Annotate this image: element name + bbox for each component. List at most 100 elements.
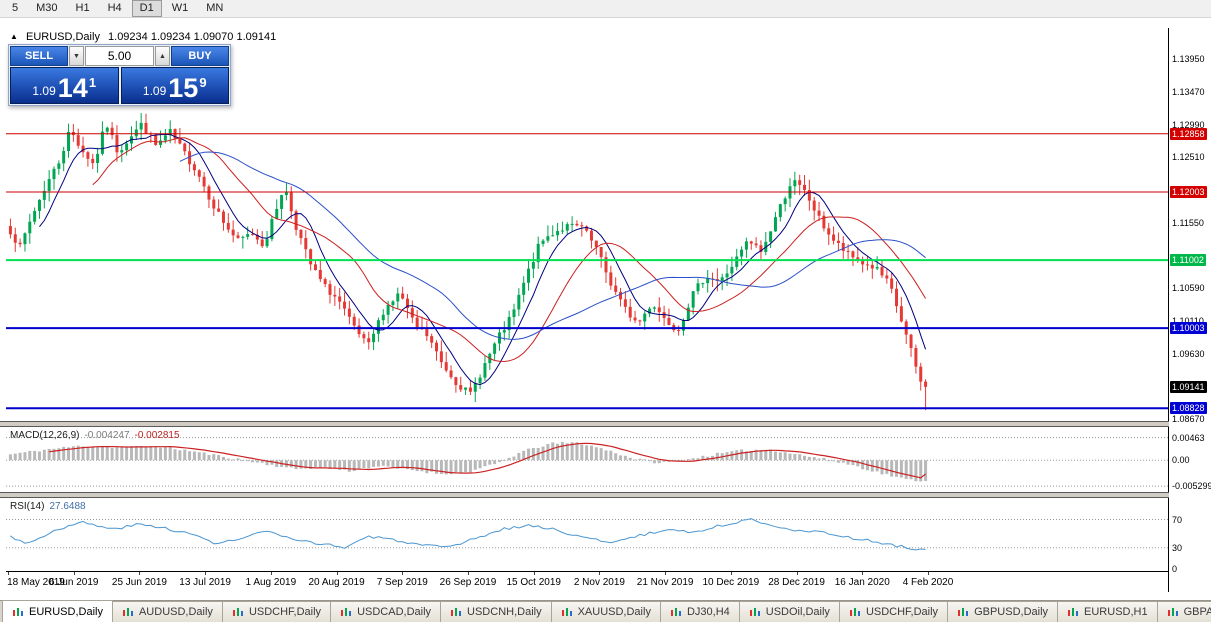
ask-point: 9 <box>199 75 207 90</box>
panel-splitter[interactable] <box>0 421 1211 427</box>
date-tick <box>796 572 798 575</box>
chart-tab-icon <box>1167 608 1178 616</box>
tab-label: USDCNH,Daily <box>467 606 542 618</box>
rsi-panel[interactable] <box>6 498 1168 571</box>
price-axis-label: 1.13950 <box>1172 54 1205 65</box>
date-tick <box>468 572 469 575</box>
date-tick <box>730 572 732 575</box>
date-label: 26 Sep 2019 <box>439 577 497 588</box>
price-badge: 1.12858 <box>1170 127 1207 140</box>
date-tick <box>928 572 929 575</box>
tab-eurusd-daily[interactable]: EURUSD,Daily <box>2 600 113 622</box>
date-label: 15 Oct 2019 <box>506 577 561 588</box>
tab-usdcnh-daily[interactable]: USDCNH,Daily <box>440 601 552 622</box>
date-axis[interactable]: 18 May 2019 6 Jun 2019 25 Jun 2019 13 Jul 2… <box>6 572 1168 592</box>
date-tick <box>270 572 272 575</box>
ask-price-display[interactable]: 1.09 15 9 <box>120 67 229 104</box>
price-axis-label: 1.08670 <box>1172 413 1205 424</box>
macd-signal-value: -0.002815 <box>134 430 180 441</box>
ma-line-36 <box>179 151 926 340</box>
date-tick <box>8 572 9 575</box>
date-label: 6 Jun 2019 <box>48 577 99 588</box>
tab-gbpusd-daily[interactable]: GBPUSD,Daily <box>947 601 1059 622</box>
tab-usdcad-daily[interactable]: USDCAD,Daily <box>330 601 442 622</box>
chart-tab-icon <box>958 608 969 616</box>
chart-tab-icon <box>341 608 352 616</box>
chart-tab-icon <box>1068 608 1079 616</box>
price-badge: 1.11002 <box>1170 254 1206 267</box>
tab-dj30-h4[interactable]: DJ30,H4 <box>659 601 740 622</box>
timeframe-button-mn[interactable]: MN <box>206 2 224 14</box>
tab-eurusd-h1[interactable]: EURUSD,H1 <box>1057 601 1158 622</box>
timeframe-button-h1[interactable]: H1 <box>75 2 90 14</box>
date-label: 4 Feb 2020 <box>902 577 954 588</box>
tab-label: XAUUSD,Daily <box>577 606 651 618</box>
price-axis[interactable]: 1.13950 1.13470 1.12990 1.12510 1.11550 1.105… <box>1169 28 1211 592</box>
tab-usdchf-daily[interactable]: USDCHF,Daily <box>221 601 332 622</box>
tab-label: USDCAD,Daily <box>357 606 432 618</box>
chart-tab-bar: EURUSD,Daily AUDUSD,Daily USDCHF,Daily USDC… <box>0 600 1211 622</box>
tab-label: DJ30,H4 <box>686 606 730 618</box>
macd-canvas[interactable] <box>6 427 1168 492</box>
chart-tab-icon <box>13 607 23 616</box>
price-axis-label: 1.12510 <box>1172 152 1205 163</box>
price-axis-label: 1.10590 <box>1172 283 1205 294</box>
macd-axis-label: -0.005299 <box>1172 481 1211 492</box>
bid-prefix: 1.09 <box>32 84 56 98</box>
rsi-axis-label: 30 <box>1172 542 1183 553</box>
macd-main-value: -0.004247 <box>84 430 130 441</box>
price-axis-label: 1.09630 <box>1172 348 1205 359</box>
date-label: 25 Jun 2019 <box>111 577 167 588</box>
price-axis-label: 1.10110 <box>1172 315 1204 326</box>
chart-tab-icon <box>849 608 860 616</box>
price-badge: 1.10003 <box>1170 322 1207 335</box>
tab-gbpaud-h1[interactable]: GBPAUD,H1 <box>1156 601 1211 622</box>
buy-button[interactable]: BUY <box>171 46 229 66</box>
date-label: 2 Nov 2019 <box>573 577 625 588</box>
macd-name: MACD(12,26,9) <box>10 430 80 441</box>
panel-splitter[interactable] <box>0 492 1211 498</box>
price-badge: 1.09141 <box>1170 380 1207 393</box>
date-label: 16 Jan 2020 <box>834 577 890 588</box>
sell-button[interactable]: SELL <box>10 46 68 66</box>
price-axis-label: 1.12990 <box>1172 119 1205 130</box>
tab-usdoil-daily[interactable]: USDOil,Daily <box>738 601 840 622</box>
bid-price-display[interactable]: 1.09 14 1 <box>10 67 119 104</box>
volume-decrease-button[interactable]: ▼ <box>69 46 84 66</box>
tab-audusd-daily[interactable]: AUDUSD,Daily <box>111 601 223 622</box>
timeframe-button-h4[interactable]: H4 <box>107 2 122 14</box>
date-label: 1 Aug 2019 <box>245 577 297 588</box>
tab-xauusd-daily[interactable]: XAUUSD,Daily <box>550 601 661 622</box>
date-label: 7 Sep 2019 <box>376 577 428 588</box>
ask-pips: 15 <box>168 73 199 103</box>
date-tick <box>665 572 667 575</box>
chart-bottom-border <box>6 571 1211 572</box>
macd-axis-label: 0.00463 <box>1172 432 1205 443</box>
chart-tab-icon <box>451 608 462 616</box>
volume-input[interactable] <box>85 46 154 66</box>
timeframe-button-5[interactable]: 5 <box>12 2 19 14</box>
timeframe-toolbar: 5 M30 H1 H4 D1 W1 MN <box>0 0 1211 18</box>
volume-increase-button[interactable]: ▲ <box>155 46 170 66</box>
date-label: 13 Jul 2019 <box>179 577 231 588</box>
timeframe-button-w1[interactable]: W1 <box>171 2 189 14</box>
tab-label: GBPAUD,H1 <box>1183 606 1211 618</box>
date-tick <box>862 572 864 575</box>
rsi-canvas[interactable] <box>6 498 1168 571</box>
chart-title: ▲ EURUSD,Daily 1.09234 1.09234 1.09070 1… <box>10 31 276 43</box>
macd-axis-label: 0.00 <box>1172 455 1190 466</box>
macd-indicator-label: MACD(12,26,9) -0.004247 -0.002815 <box>10 430 180 441</box>
date-tick <box>336 572 338 575</box>
date-label: 18 May 2019 <box>7 577 65 588</box>
chart-marker-icon: ▲ <box>10 32 18 41</box>
timeframe-button-d1[interactable]: D1 <box>131 0 162 17</box>
tab-usdchf-daily[interactable]: USDCHF,Daily <box>838 601 949 622</box>
chart-tab-icon <box>561 608 572 616</box>
ask-prefix: 1.09 <box>142 84 167 98</box>
date-tick <box>533 572 535 575</box>
tab-label: USDCHF,Daily <box>865 606 939 618</box>
timeframe-button-m30[interactable]: M30 <box>36 2 58 14</box>
price-chart-canvas[interactable] <box>6 28 1168 421</box>
macd-panel[interactable] <box>6 427 1168 492</box>
tab-label: USDCHF,Daily <box>248 606 322 618</box>
